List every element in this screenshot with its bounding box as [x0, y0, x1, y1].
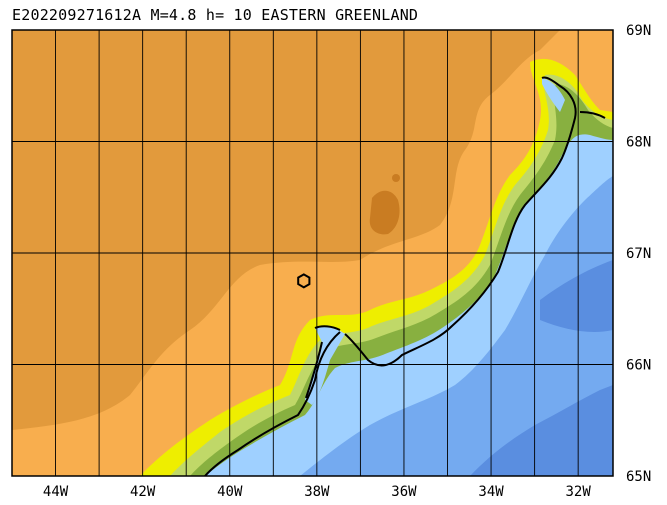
longitude-labels: 44W 42W 40W 38W 36W 34W 32W — [43, 484, 591, 500]
fjord-inlet-1 — [305, 326, 345, 405]
longitude-label: 38W — [304, 484, 330, 500]
coastline-upper — [579, 111, 606, 119]
longitude-label: 32W — [566, 484, 592, 500]
longitude-label: 40W — [217, 484, 243, 500]
map-frame — [11, 29, 614, 477]
longitude-label: 34W — [478, 484, 504, 500]
ice-dark-spot — [392, 174, 400, 182]
fjord-inlet-2 — [542, 78, 565, 112]
latitude-label: 69N — [626, 23, 651, 39]
longitude-label: 42W — [130, 484, 156, 500]
ice-dark-patch — [369, 190, 400, 235]
hexagon-icon — [297, 273, 311, 289]
longitude-label: 44W — [43, 484, 69, 500]
graticule — [11, 30, 613, 476]
latitude-label: 65N — [626, 469, 651, 485]
longitude-label: 36W — [391, 484, 417, 500]
sea-deep — [470, 385, 613, 476]
sea-deep-2 — [540, 260, 613, 332]
latitude-label: 68N — [626, 135, 651, 151]
latitude-label: 67N — [626, 246, 651, 262]
latitude-labels: 69N 68N 67N 66N 65N — [626, 23, 651, 485]
latitude-label: 66N — [626, 358, 651, 374]
map-title: E202209271612A M=4.8 h= 10 EASTERN GREEN… — [12, 6, 419, 24]
